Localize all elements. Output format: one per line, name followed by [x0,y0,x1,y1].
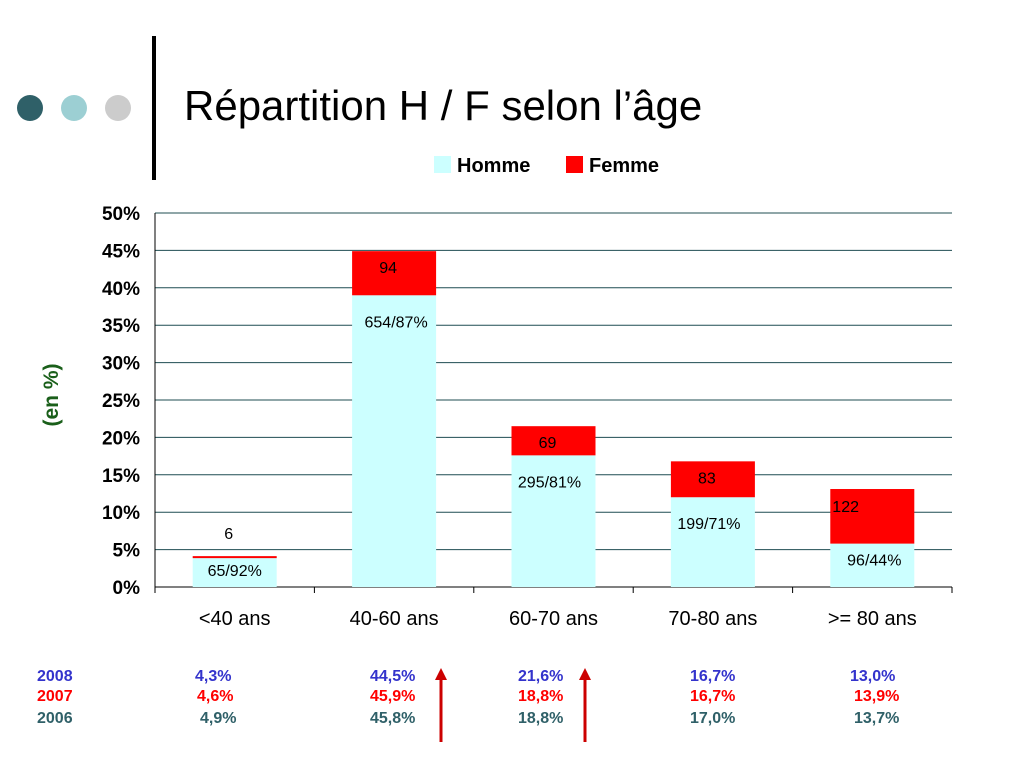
decor-dot-gray [105,95,131,121]
bar-homme [511,455,596,587]
x-tick-label: >= 80 ans [828,608,917,630]
up-arrow-icon [578,668,592,742]
data-label-homme: 65/92% [208,563,262,580]
table-cell: 21,6% [518,668,564,685]
x-tick-label: 60-70 ans [509,608,598,630]
y-tick-label: 30% [102,354,140,375]
y-tick-label: 20% [102,428,140,449]
table-cell: 44,5% [370,668,416,685]
bar-femme [511,426,596,456]
page-title: Répartition H / F selon l’âge [184,82,703,129]
bar-homme [830,543,915,587]
table-cell: 18,8% [518,710,564,727]
y-tick-label: 25% [102,391,140,412]
x-tick-label: <40 ans [199,608,271,630]
table-cell: 4,3% [195,668,232,685]
bar-femme [830,489,915,544]
y-tick-label: 50% [102,204,140,225]
data-label-femme: 122 [832,499,859,516]
decor-dot-light [61,95,87,121]
data-label-homme: 295/81% [518,474,581,491]
table-cell: 45,8% [370,710,416,727]
table-cell: 16,7% [690,668,736,685]
bar-chart: 0% 5% 10% 15% 20% 25% 30% 35% 40% 45% 50% 6 65/92% <4… [102,155,953,630]
title-divider [152,36,156,180]
table-cell: 13,7% [854,710,900,727]
data-label-femme: 94 [379,260,397,277]
table-cell: 4,9% [200,710,237,727]
table-year: 2007 [37,688,73,705]
bar-homme [352,295,437,587]
data-label-femme: 69 [539,435,557,452]
legend-swatch-femme [566,156,583,173]
legend-label-femme: Femme [589,155,659,177]
bar-femme [670,461,755,498]
y-tick-label: 0% [113,578,141,599]
up-arrow-icon [434,668,448,742]
decor-dot-dark [17,95,43,121]
y-tick-label: 45% [102,241,140,262]
y-tick-label: 35% [102,316,140,337]
data-label-femme: 83 [698,470,716,487]
bar-femme [352,251,437,296]
table-year: 2006 [37,710,73,727]
x-tick-label: 40-60 ans [350,608,439,630]
table-cell: 18,8% [518,688,564,705]
x-tick-label: 70-80 ans [668,608,757,630]
table-cell: 16,7% [690,688,736,705]
data-label-homme: 654/87% [365,314,428,331]
data-label-homme: 96/44% [847,553,901,570]
table-cell: 4,6% [197,688,234,705]
table-cell: 17,0% [690,710,736,727]
y-tick-label: 40% [102,279,140,300]
table-cell: 13,0% [850,668,896,685]
bar-homme [192,557,277,587]
legend-swatch-homme [434,156,451,173]
table-cell: 45,9% [370,688,416,705]
bar-homme [670,497,755,587]
y-tick-label: 5% [113,541,141,562]
table-cell: 13,9% [854,688,900,705]
y-tick-label: 15% [102,466,140,487]
data-label-homme: 199/71% [677,516,740,533]
data-label-femme: 6 [224,526,233,543]
y-tick-label: 10% [102,503,140,524]
y-axis-label: (en %) [40,363,63,427]
table-year: 2008 [37,668,73,685]
legend-label-homme: Homme [457,155,530,177]
